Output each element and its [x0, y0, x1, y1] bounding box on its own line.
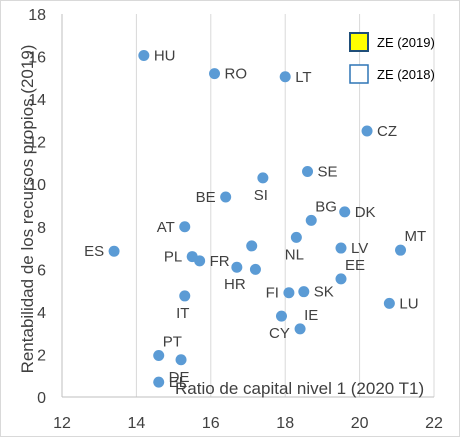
y-tick-label: 0	[37, 390, 46, 407]
data-point-ie	[294, 323, 306, 335]
data-point-it	[179, 290, 191, 302]
point-label-dk: DK	[355, 204, 376, 221]
point-label-hu: HU	[154, 47, 176, 64]
point-label-sk: SK	[314, 284, 334, 301]
point-label-pl: PL	[164, 249, 182, 266]
data-point-lu	[383, 297, 395, 309]
point-label-se: SE	[318, 163, 338, 180]
y-tick-label: 12	[28, 135, 46, 152]
data-point	[249, 263, 261, 275]
legend-swatch-2018	[349, 64, 369, 84]
point-label-be: BE	[196, 189, 216, 206]
point-label-si: SI	[254, 187, 268, 204]
data-point-fi	[283, 287, 295, 299]
data-point-cy	[275, 310, 287, 322]
data-point-fr	[194, 255, 206, 267]
point-label-at: AT	[157, 219, 175, 236]
point-label-pt: PT	[163, 334, 182, 351]
data-point-at	[179, 221, 191, 233]
y-tick-label: 10	[28, 177, 46, 194]
data-points	[108, 49, 407, 388]
data-point-hr	[231, 261, 243, 273]
legend-label-2019: ZE (2019)	[377, 35, 435, 50]
point-label-lv: LV	[351, 240, 368, 257]
y-tick-label: 2	[37, 347, 46, 364]
point-labels: HU RO LT CZ SE SI BE BG DK AT ES NL LV MT PL FR HR EE FI SK…	[84, 47, 426, 391]
x-tick-label: 20	[351, 415, 369, 432]
x-tick-label: 22	[425, 415, 443, 432]
x-axis-title: Ratio de capital nivel 1 (2020 T1)	[175, 379, 424, 398]
legend-label-2018: ZE (2018)	[377, 67, 435, 82]
data-point-ee	[335, 273, 347, 285]
data-point-bg	[305, 214, 317, 226]
data-point-lt	[279, 71, 291, 83]
point-label-fi: FI	[266, 285, 279, 302]
data-point-es	[108, 245, 120, 257]
y-tick-label: 6	[37, 262, 46, 279]
point-label-bg: BG	[315, 198, 337, 215]
data-point	[246, 240, 258, 252]
x-tick-label: 18	[276, 415, 294, 432]
axes	[61, 14, 434, 398]
x-tick-label: 14	[128, 415, 146, 432]
point-label-lu: LU	[399, 295, 418, 312]
data-point-pt	[153, 350, 165, 362]
y-tick-label: 18	[28, 7, 46, 24]
point-label-el: EL	[169, 374, 187, 391]
point-label-ro: RO	[225, 66, 248, 83]
point-label-fr: FR	[210, 253, 230, 270]
x-tick-labels: 12 14 16 18 20 22	[53, 415, 443, 432]
legend: ZE (2019) ZE (2018)	[349, 32, 435, 84]
y-tick-label: 4	[37, 305, 46, 322]
data-point-si	[257, 172, 269, 184]
legend-swatch-2019	[349, 32, 369, 52]
point-label-cy: CY	[269, 325, 290, 342]
data-point-mt	[395, 244, 407, 256]
x-tick-label: 16	[202, 415, 220, 432]
point-label-nl: NL	[285, 246, 304, 263]
y-axis-title: Rentabilidad de los recursos propios (20…	[18, 45, 37, 374]
y-tick-label: 16	[28, 50, 46, 67]
point-label-hr: HR	[224, 276, 246, 293]
point-label-mt: MT	[405, 228, 427, 245]
point-label-it: IT	[176, 305, 189, 322]
point-label-de: DE	[169, 369, 190, 386]
x-tick-label: 12	[53, 415, 71, 432]
point-label-ie: IE	[304, 307, 318, 324]
data-point-de	[175, 354, 187, 366]
y-tick-label: 14	[28, 92, 46, 109]
point-label-ee: EE	[345, 257, 365, 274]
data-point-hu	[138, 49, 150, 61]
data-point-cz	[361, 125, 373, 137]
data-point-sk	[298, 286, 310, 298]
data-point-be	[220, 191, 232, 203]
data-point-el	[153, 376, 165, 388]
y-tick-labels: 0 2 4 6 8 10 12 14 16 18	[28, 7, 46, 407]
point-label-lt: LT	[295, 69, 311, 86]
data-point-se	[302, 165, 314, 177]
point-label-cz: CZ	[377, 123, 397, 140]
data-point-dk	[339, 206, 351, 218]
data-point-ro	[209, 68, 221, 80]
point-label-es: ES	[84, 243, 104, 260]
data-point-nl	[290, 231, 302, 243]
y-tick-label: 8	[37, 220, 46, 237]
data-point-lv	[335, 242, 347, 254]
